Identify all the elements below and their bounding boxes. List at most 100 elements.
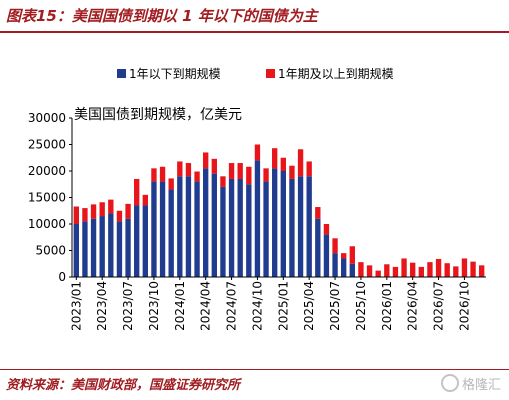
bar-over-1y xyxy=(392,266,399,277)
x-tick-label: 2025/10 xyxy=(354,281,368,331)
bar-over-1y xyxy=(116,210,123,222)
bar-over-1y xyxy=(228,163,235,179)
bar-under-1y xyxy=(159,181,166,277)
bar-over-1y xyxy=(306,161,312,177)
watermark-text: 格隆汇 xyxy=(461,377,501,393)
y-tick-label: 30000 xyxy=(28,111,66,125)
source-note: 资料来源：美国财政部，国盛证券研究所 xyxy=(6,378,241,393)
bar-over-1y xyxy=(90,204,97,219)
bar-over-1y xyxy=(168,178,174,190)
bar-over-1y xyxy=(427,262,433,277)
bar-under-1y xyxy=(349,263,355,277)
bar-over-1y xyxy=(410,262,416,277)
bar-under-1y xyxy=(246,184,252,277)
bar-under-1y xyxy=(142,205,148,277)
bar-over-1y xyxy=(82,208,88,222)
chart-annotation: 美国国债到期规模，亿美元 xyxy=(74,107,242,123)
bar-under-1y xyxy=(194,181,200,277)
bar-under-1y xyxy=(116,221,123,277)
bar-over-1y xyxy=(203,152,209,169)
x-tick-label: 2025/01 xyxy=(276,281,290,331)
bar-over-1y xyxy=(159,166,166,182)
bar-over-1y xyxy=(444,263,450,277)
bar-under-1y xyxy=(177,176,183,277)
bar-under-1y xyxy=(306,176,312,277)
x-tick-label: 2026/01 xyxy=(380,281,394,331)
bar-over-1y xyxy=(349,246,355,264)
bar-over-1y xyxy=(246,166,252,185)
bar-under-1y xyxy=(254,160,261,277)
bar-under-1y xyxy=(211,173,217,277)
bar-over-1y xyxy=(263,168,269,182)
bar-over-1y xyxy=(272,148,278,169)
bar-under-1y xyxy=(237,178,243,277)
bar-over-1y xyxy=(99,202,105,217)
bar-under-1y xyxy=(280,171,286,277)
bar-over-1y xyxy=(220,176,226,187)
bar-over-1y xyxy=(384,264,390,277)
bar-under-1y xyxy=(341,258,347,277)
bar-under-1y xyxy=(134,205,140,277)
gelonghui-logo-icon xyxy=(440,374,459,392)
bar-under-1y xyxy=(323,234,330,277)
bar-over-1y xyxy=(366,265,373,277)
bar-under-1y xyxy=(99,216,105,277)
bar-under-1y xyxy=(125,218,131,277)
bar-over-1y xyxy=(418,266,424,277)
x-tick-label: 2024/10 xyxy=(250,281,264,331)
bar-over-1y xyxy=(108,199,114,214)
bar-under-1y xyxy=(90,218,97,277)
x-tick-label: 2026/04 xyxy=(406,281,420,331)
bar-over-1y xyxy=(401,258,407,277)
x-tick-label: 2023/04 xyxy=(95,281,109,331)
x-tick-label: 2024/01 xyxy=(173,281,187,331)
y-tick-label: 0 xyxy=(58,270,66,284)
bar-under-1y xyxy=(272,168,278,277)
bar-over-1y xyxy=(289,165,295,179)
x-tick-label: 2025/04 xyxy=(302,281,316,331)
bar-over-1y xyxy=(134,178,140,206)
title-bar: 图表15：美国国债到期以 1 年以下的国债为主 xyxy=(0,0,509,33)
footer-divider xyxy=(0,369,509,370)
bar-over-1y xyxy=(323,224,330,235)
x-tick-label: 2026/07 xyxy=(432,281,446,331)
bar-under-1y xyxy=(315,218,321,277)
bar-over-1y xyxy=(211,158,217,174)
x-tick-label: 2026/10 xyxy=(457,281,471,331)
bar-over-1y xyxy=(194,171,200,182)
legend-label-over-1y: 1年期及以上到期规模 xyxy=(278,66,394,81)
bar-over-1y xyxy=(151,168,157,182)
bar-under-1y xyxy=(289,178,295,277)
x-tick-label: 2023/07 xyxy=(121,281,135,331)
y-tick-label: 25000 xyxy=(28,138,66,152)
bar-over-1y xyxy=(358,262,364,277)
bar-over-1y xyxy=(461,258,468,277)
y-tick-label: 10000 xyxy=(28,217,66,231)
bar-over-1y xyxy=(125,203,131,219)
stacked-bar-chart: 0 5000 10000 15000 20000 25000 30000 2023/01 202… xyxy=(28,66,486,331)
bar-under-1y xyxy=(228,178,235,277)
bar-over-1y xyxy=(332,238,338,254)
x-tick-label: 2023/10 xyxy=(147,281,161,331)
x-tick-label: 2024/04 xyxy=(199,281,213,331)
bar-under-1y xyxy=(82,221,88,277)
figure-title: 图表15：美国国债到期以 1 年以下的国债为主 xyxy=(6,7,318,25)
legend-swatch-under-1y xyxy=(117,69,126,78)
bar-over-1y xyxy=(315,207,321,219)
bar-over-1y xyxy=(177,161,183,177)
bar-under-1y xyxy=(332,253,338,277)
bar-under-1y xyxy=(220,186,226,277)
bar-over-1y xyxy=(453,266,459,277)
x-tick-label: 2023/01 xyxy=(69,281,83,331)
bar-over-1y xyxy=(470,261,476,277)
y-tick-label: 15000 xyxy=(28,191,66,205)
bar-over-1y xyxy=(254,144,261,161)
bar-under-1y xyxy=(151,181,157,277)
bar-under-1y xyxy=(185,176,192,277)
bar-over-1y xyxy=(280,157,286,171)
bar-over-1y xyxy=(341,253,347,259)
y-tick-label: 5000 xyxy=(35,244,66,258)
bar-over-1y xyxy=(435,258,442,277)
bar-over-1y xyxy=(375,270,381,277)
bar-over-1y xyxy=(237,163,243,179)
